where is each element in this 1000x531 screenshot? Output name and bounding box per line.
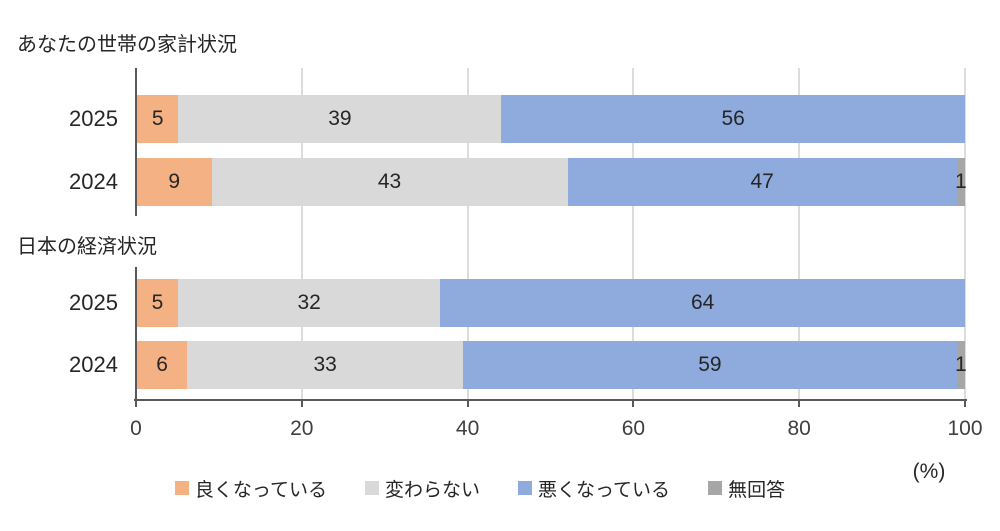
legend-item-unchanged: 変わらない bbox=[364, 475, 480, 502]
x-axis-tick-label: 60 bbox=[621, 417, 646, 440]
gridline-20 bbox=[300, 68, 303, 399]
x-axis-tick-label: 20 bbox=[290, 417, 314, 440]
x-axis-tick-mark bbox=[798, 401, 801, 407]
bar-value-label: 64 bbox=[690, 291, 715, 314]
bar-segment-better: 5 bbox=[137, 95, 179, 143]
bar-value-label: 56 bbox=[721, 107, 745, 130]
bar-value-label: 1 bbox=[954, 353, 967, 376]
legend-item-no-answer: 無回答 bbox=[708, 475, 785, 502]
legend-label-worse: 悪くなっている bbox=[538, 479, 671, 501]
bar-value-label: 39 bbox=[328, 107, 352, 130]
bar-value-label: 9 bbox=[168, 170, 181, 193]
legend-label-unchanged: 変わらない bbox=[384, 479, 480, 501]
bar-value-label: 32 bbox=[297, 291, 321, 314]
bar-value-label: 5 bbox=[151, 107, 164, 130]
legend-swatch-unchanged bbox=[364, 481, 379, 495]
bar-row-0-2024: 9 43 47 1 bbox=[137, 158, 967, 206]
bar-row-0-2025: 5 39 56 bbox=[137, 95, 966, 143]
bar-segment-unchanged: 43 bbox=[211, 158, 568, 206]
legend: 良くなっている 変わらない 悪くなっている 無回答 bbox=[0, 472, 960, 504]
bar-value-label: 59 bbox=[698, 353, 722, 376]
gridline-60 bbox=[632, 68, 635, 399]
bar-segment-no-answer: 1 bbox=[955, 158, 967, 206]
category-label-2025: 2025 bbox=[69, 290, 118, 315]
x-axis-tick-label: 0 bbox=[130, 417, 142, 440]
bar-value-label: 5 bbox=[151, 291, 164, 314]
bar-row-1-2025: 5 32 64 bbox=[137, 279, 965, 327]
legend-item-better: 良くなっている bbox=[174, 475, 327, 502]
x-axis-tick-mark bbox=[135, 401, 137, 407]
bar-row-1-2024: 6 33 59 1 bbox=[137, 341, 967, 389]
section-title-household: あなたの世帯の家計状況 bbox=[17, 34, 237, 56]
legend-label-no-answer: 無回答 bbox=[728, 479, 786, 501]
legend-swatch-better bbox=[174, 481, 189, 495]
section-title-japan-economy: 日本の経済状況 bbox=[17, 236, 157, 258]
category-label-2024: 2024 bbox=[69, 169, 118, 194]
gridline-40 bbox=[466, 68, 469, 399]
bar-segment-better: 5 bbox=[137, 279, 178, 327]
bar-segment-worse: 47 bbox=[567, 158, 957, 206]
x-axis-tick-mark bbox=[466, 401, 469, 407]
category-label-2025: 2025 bbox=[69, 106, 118, 131]
legend-item-worse: 悪くなっている bbox=[518, 475, 670, 502]
x-axis-line bbox=[134, 399, 967, 401]
legend-label-better: 良くなっている bbox=[194, 479, 327, 501]
bar-value-label: 6 bbox=[156, 353, 168, 376]
bar-segment-worse: 64 bbox=[440, 279, 965, 327]
gridlines bbox=[136, 68, 966, 399]
x-axis-tick-label: 40 bbox=[455, 417, 480, 440]
legend-swatch-worse bbox=[518, 481, 532, 495]
bar-value-label: 33 bbox=[313, 353, 337, 376]
gridline-100 bbox=[964, 68, 966, 399]
bar-segment-unchanged: 39 bbox=[178, 95, 502, 143]
axis-unit-label: (%) bbox=[912, 460, 946, 483]
gridline-80 bbox=[798, 68, 801, 399]
bar-value-label: 1 bbox=[955, 170, 967, 193]
x-axis-tick-label: 80 bbox=[787, 417, 811, 440]
y-axis-line-household bbox=[135, 68, 137, 216]
x-axis-tick-label: 100 bbox=[947, 417, 983, 440]
bar-segment-better: 6 bbox=[137, 341, 188, 389]
legend-swatch-no-answer bbox=[708, 481, 723, 495]
bar-segment-unchanged: 33 bbox=[187, 341, 464, 389]
x-axis-tick-mark bbox=[964, 401, 966, 407]
bar-segment-unchanged: 32 bbox=[177, 279, 441, 327]
category-label-2024: 2024 bbox=[69, 352, 118, 377]
bar-value-label: 43 bbox=[377, 170, 402, 193]
bar-value-label: 47 bbox=[750, 170, 774, 193]
x-axis-tick-mark bbox=[632, 401, 635, 407]
bar-segment-worse: 56 bbox=[501, 95, 966, 143]
bar-segment-better: 9 bbox=[137, 158, 212, 206]
bar-segment-no-answer: 1 bbox=[954, 341, 967, 389]
x-axis-tick-mark bbox=[300, 401, 303, 407]
bar-segment-worse: 59 bbox=[463, 341, 957, 389]
y-axis-line-japan-economy bbox=[135, 267, 137, 399]
